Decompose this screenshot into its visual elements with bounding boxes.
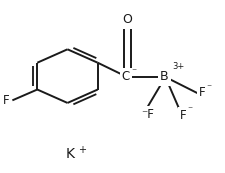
Text: ⁻F: ⁻F [141,108,154,121]
Text: ⁻: ⁻ [206,83,211,93]
Text: 3+: 3+ [172,62,184,71]
Text: ⁻: ⁻ [187,105,193,115]
Text: B: B [160,70,169,84]
Text: K: K [65,147,74,161]
Text: O: O [122,13,132,26]
Text: ⁻: ⁻ [131,67,136,77]
Text: +: + [78,145,86,155]
Text: F: F [199,86,206,99]
Text: F: F [180,109,187,122]
Text: C: C [122,70,130,84]
Text: F: F [2,94,9,107]
